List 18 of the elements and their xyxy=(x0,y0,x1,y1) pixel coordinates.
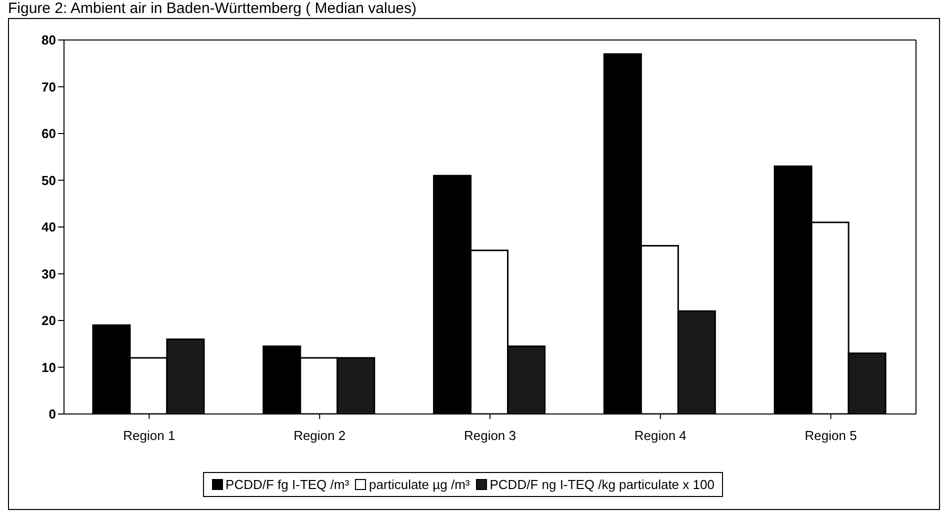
y-tick-label: 80 xyxy=(42,32,56,48)
legend-label: PCDD/F fg I-TEQ /m³ xyxy=(224,477,350,492)
y-tick-label: 30 xyxy=(42,266,56,282)
chart-title: Figure 2: Ambient air in Baden-Württemberg ( Median values) xyxy=(8,0,418,18)
y-tick-label: 0 xyxy=(48,406,56,422)
x-tick-label: Region 2 xyxy=(294,428,346,444)
x-tick-label: Region 5 xyxy=(804,428,857,444)
x-tick-label: Region 1 xyxy=(123,428,176,444)
x-tick-label: Region 4 xyxy=(634,428,686,444)
y-tick-label: 50 xyxy=(42,172,56,188)
x-tick-label: Region 3 xyxy=(464,428,516,444)
legend-label: PCDD/F ng I-TEQ /kg particulate x 100 xyxy=(488,477,714,492)
y-tick-label: 10 xyxy=(42,360,56,375)
y-tick-label: 70 xyxy=(42,79,56,94)
y-tick-label: 60 xyxy=(42,126,56,142)
legend-label: particulate µg /m³ xyxy=(368,477,470,492)
y-tick-label: 40 xyxy=(42,220,56,235)
y-tick-label: 20 xyxy=(42,313,56,328)
